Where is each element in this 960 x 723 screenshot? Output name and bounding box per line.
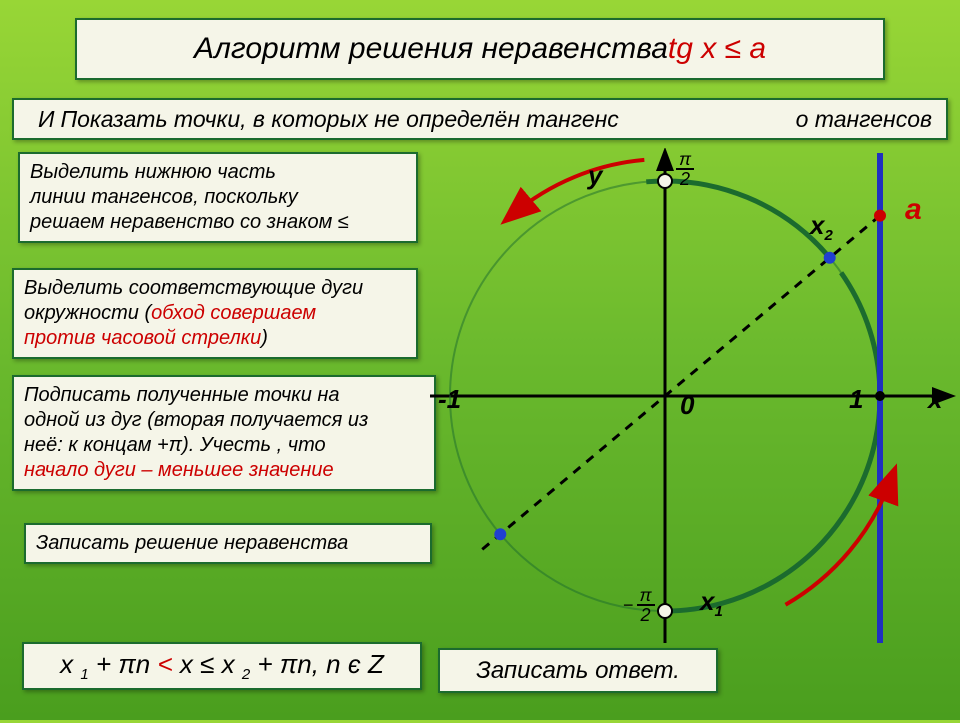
step-box-1: Выделить нижнюю частьлинии тангенсов, по… [18, 152, 418, 243]
one-label: 1 [849, 384, 863, 415]
step-box-2: Выделить соответствующие дугиокружности … [12, 268, 418, 359]
x2-label: x2 [810, 210, 833, 244]
x1-label: x1 [700, 586, 723, 620]
formula-box: x 1 + πn < x ≤ x 2 + πn, n є Z [22, 642, 422, 690]
pi-over-2-label: π2 [676, 150, 694, 188]
title-prefix: Алгоритм решения неравенства [194, 32, 668, 66]
zero-label: 0 [680, 390, 694, 421]
title-box: Алгоритм решения неравенства tg x ≤ a [75, 18, 885, 80]
step-box-4: Записать решение неравенства [24, 523, 432, 564]
y-axis-label: y [588, 160, 602, 191]
subtitle-left: И [38, 106, 54, 133]
diagram-svg [430, 148, 960, 718]
x-axis-label: x [928, 384, 942, 415]
title-formula: tg x ≤ a [668, 32, 766, 66]
subtitle-box: И Показать точки, в которых не определён… [12, 98, 948, 140]
neg-pi-over-2-label: −π2 [623, 586, 655, 624]
step-box-3: Подписать полученные точки наодной из ду… [12, 375, 436, 491]
neg1-label: -1 [438, 384, 461, 415]
subtitle-mid: Показать точки, в которых не определён т… [60, 106, 618, 133]
subtitle-right: о тангенсов [796, 106, 932, 133]
unit-circle-diagram: y x 0 1 -1 a x2 x1 π2 −π2 [430, 148, 960, 718]
a-label: a [905, 193, 922, 227]
